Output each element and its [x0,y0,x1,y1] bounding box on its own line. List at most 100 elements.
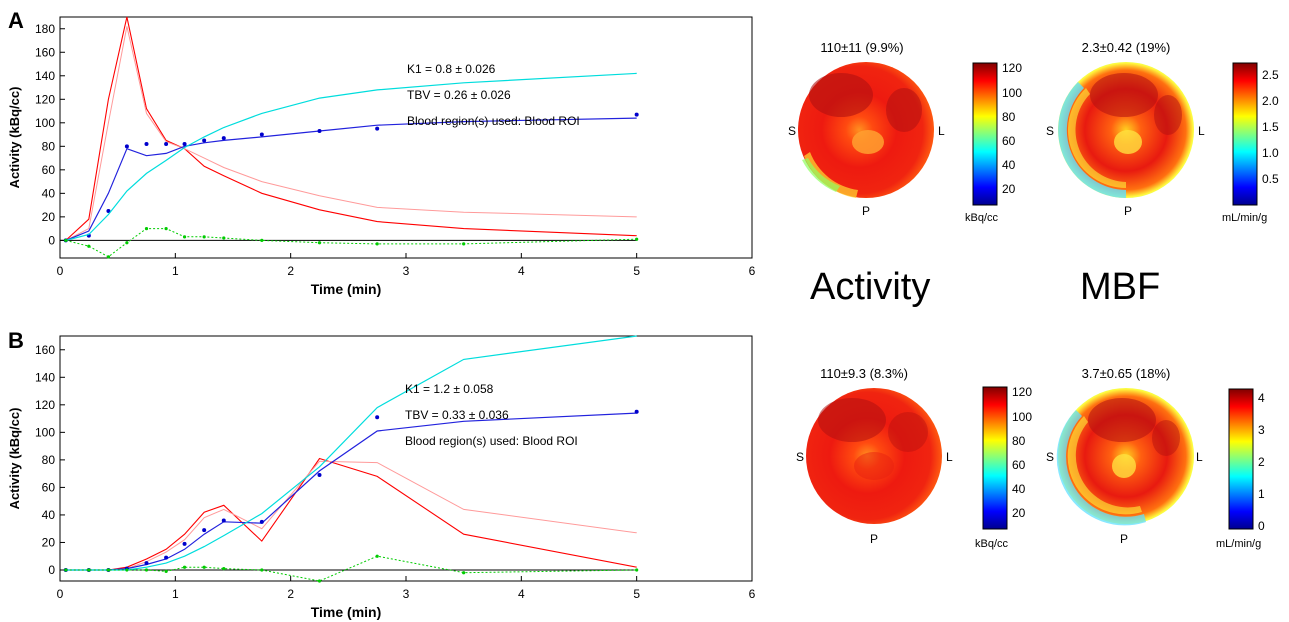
colorbar-unit-2: mL/min/g [1222,212,1268,224]
residual-series-line [65,228,637,258]
polar-map-mbf-a [1058,62,1194,198]
x-tick-label: 4 [518,264,525,278]
y-tick-label: 140 [35,370,55,384]
residual-data-point [462,242,466,246]
annotation-2: Blood region(s) used: Blood ROI [405,434,578,448]
residual-data-point [182,565,187,569]
tissue-data-point [164,141,169,146]
colorbar-unit-3: kBq/cc [975,538,1009,550]
residual-data-point [64,568,68,572]
blood-fit-series-line [65,26,637,241]
cb4-tick-3: 3 [1258,423,1265,437]
residual-data-point [87,568,91,572]
blood-fit-series-line [65,460,637,571]
dir-p-2: P [1124,204,1133,218]
dir-p-3: P [870,532,879,546]
cb1-tick-20: 20 [1002,182,1016,196]
tissue-data-point [221,136,226,141]
colorbar-unit-4: mL/min/g [1216,538,1262,550]
dir-s-1: S [788,124,797,138]
tissue-fit-series-line [65,117,637,241]
residual-data-point [260,238,264,242]
tissue-data-point [182,541,187,546]
cb1-tick-80: 80 [1002,110,1016,124]
dir-p-1: P [862,204,871,218]
y-tick-label: 0 [48,233,55,247]
y-tick-label: 120 [35,92,55,106]
tissue-data-point [634,409,639,414]
dir-l-2: L [1198,124,1205,138]
x-tick-label: 1 [172,587,179,601]
tissue-data-point [634,112,639,117]
x-tick-label: 5 [633,264,640,278]
cb1-tick-120: 120 [1002,62,1022,75]
cb3-tick-120: 120 [1012,386,1032,399]
residual-data-point [202,235,206,239]
tissue-data-point [144,561,149,566]
residual-data-point [222,236,226,240]
annotation-0: K1 = 0.8 ± 0.026 [407,62,496,76]
dir-l-1: L [938,124,945,138]
x-tick-label: 3 [403,264,410,278]
cb3-tick-80: 80 [1012,434,1026,448]
polar-title-mbf-a: 2.3±0.42 (19%) [1081,40,1171,55]
polar-title-mbf-b: 3.7±0.65 (18%) [1081,366,1171,381]
tissue-data-point [164,555,169,560]
colorbar-unit-1: kBq/cc [965,212,999,224]
polar-map-activity-a [798,62,934,198]
residual-data-point [144,227,149,231]
annotation-0: K1 = 1.2 ± 0.058 [405,382,494,396]
y-tick-label: 60 [42,163,56,177]
dir-l-3: L [946,450,953,464]
cb3-tick-40: 40 [1012,482,1026,496]
x-tick-label: 1 [172,264,179,278]
x-tick-label: 6 [749,587,756,601]
activity-label: Activity [810,266,931,308]
dir-s-4: S [1046,450,1055,464]
y-tick-label: 160 [35,343,55,357]
annotation-2: Blood region(s) used: Blood ROI [407,114,580,128]
residual-data-point [202,565,206,569]
dir-s-2: S [1046,124,1055,138]
tissue-data-point [317,129,322,134]
residual-data-point [164,569,168,573]
cb2-tick-2.5: 2.5 [1262,68,1279,82]
cb2-tick-1.5: 1.5 [1262,120,1279,134]
residual-data-point [635,568,639,572]
polar-title-activity-a: 110±11 (9.9%) [820,40,904,55]
polar-map-activity-b [806,388,942,524]
y-axis-label: Activity (kBq/cc) [7,87,22,189]
tissue-data-point [375,126,380,131]
tissue-data-point [259,132,264,137]
tissue-data-point [221,518,226,523]
x-axis-label: Time (min) [311,604,382,620]
x-tick-label: 2 [287,264,294,278]
y-tick-label: 40 [42,186,56,200]
residual-data-point [164,227,168,231]
tissue-data-point [202,528,207,533]
cb3-tick-20: 20 [1012,506,1026,520]
cb3-tick-60: 60 [1012,458,1026,472]
cb4-tick-4: 4 [1258,391,1265,405]
colorbar-mbf-b: 4 3 2 1 0 [1228,388,1265,533]
blood-input-series-line [65,16,637,241]
mbf-label: MBF [1080,266,1161,308]
residual-data-point [375,554,379,558]
residual-data-point [144,568,149,572]
y-tick-label: 100 [35,116,55,130]
tissue-data-point [317,473,322,478]
x-axis-label: Time (min) [311,281,382,297]
cb2-tick-2.0: 2.0 [1262,94,1279,108]
x-tick-label: 0 [57,587,64,601]
cb2-tick-1.0: 1.0 [1262,146,1279,160]
residual-series-line [65,555,637,582]
x-tick-label: 6 [749,264,756,278]
tissue-data-point [124,144,129,149]
tissue-data-point [259,519,264,524]
panel-a-letter: A [8,8,24,33]
panel-b-letter: B [8,328,24,353]
residual-data-point [87,244,91,248]
y-tick-label: 80 [42,139,56,153]
residual-data-point [462,571,466,575]
